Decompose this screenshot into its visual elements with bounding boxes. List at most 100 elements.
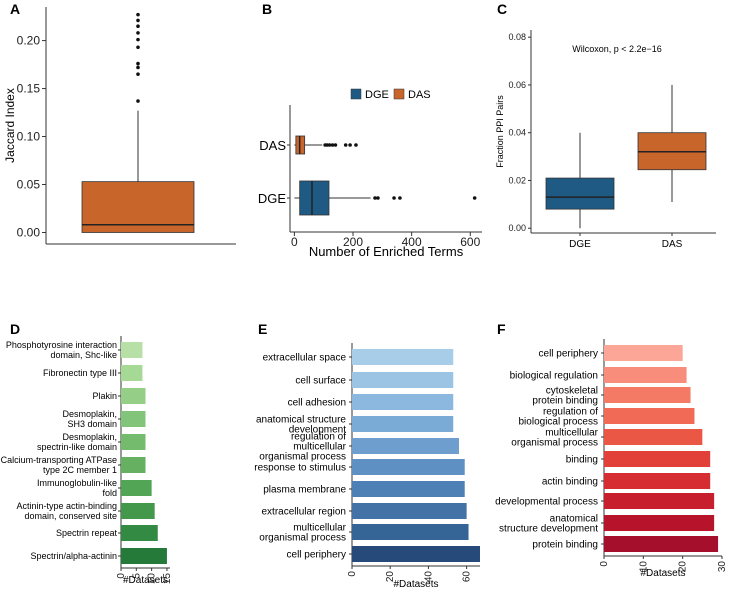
outlier-point <box>136 31 140 35</box>
x-tick-label: 60 <box>462 571 473 583</box>
y-category-label: biological regulation <box>510 371 598 382</box>
y-tick-label: 0.02 <box>508 175 526 185</box>
bar <box>352 459 465 475</box>
y-category-label: binding <box>566 455 598 466</box>
y-tick-label: 0.10 <box>17 130 41 144</box>
outlier-point <box>398 196 402 200</box>
x-tick-label: 0 <box>347 571 358 577</box>
bar <box>352 524 469 540</box>
y-category-label: regulation of biological process <box>519 407 599 428</box>
y-category-label-line: Fibronectin type III <box>43 368 117 378</box>
y-category-label: plasma membrane <box>263 485 346 496</box>
y-category-label-line: regulation of <box>543 407 598 418</box>
y-category-label: cytoskeletal protein binding <box>532 386 598 407</box>
panel-d-domain-bars: 0 5 10 15#Datasets Phosphotyrosine interacti… <box>1 336 173 586</box>
y-category-label: developmental process <box>495 497 598 508</box>
x-tick-label: 0 <box>599 561 610 567</box>
y-category-label: Spectrin repeat <box>56 528 118 538</box>
y-category-label: cell periphery <box>287 550 346 561</box>
outlier-point <box>136 37 140 42</box>
x-axis-title: Number of Enriched Terms <box>309 244 464 259</box>
outlier-point <box>136 65 140 70</box>
outlier-point <box>354 143 358 147</box>
legend-label: DAS <box>408 89 431 101</box>
y-category-label-line: regulation of <box>291 432 346 443</box>
bar <box>121 457 146 473</box>
y-category-label-line: actin binding <box>542 477 598 488</box>
y-category-label-line: extracellular region <box>262 507 347 518</box>
outlier-point <box>333 143 338 147</box>
bar <box>604 451 711 467</box>
y-category-label-line: Immunoglobulin-like <box>37 478 117 488</box>
y-category-label-line: spectrin-like domain <box>37 442 117 452</box>
bar <box>352 416 454 432</box>
x-tick-label: 40 <box>423 571 434 583</box>
x-category-label: DGE <box>569 239 591 250</box>
stat-annotation: Wilcoxon, p < 2.2e−16 <box>572 44 662 54</box>
y-tick-label: 0.06 <box>508 80 526 90</box>
y-category-label-line: extracellular space <box>263 353 347 364</box>
y-category-label: anatomical structure development <box>256 415 346 436</box>
y-category-label: extracellular space <box>263 353 347 364</box>
y-category-label-line: protein binding <box>532 540 598 551</box>
panel-label-d: D <box>10 321 20 337</box>
y-category-label-line: anatomical structure <box>256 415 346 426</box>
y-category-label-line: multicellular <box>293 523 346 534</box>
bar <box>352 372 454 388</box>
outlier-point <box>343 143 348 147</box>
bar <box>604 408 695 424</box>
y-category-label-line: organismal process <box>259 533 346 544</box>
x-category-label: DAS <box>662 239 683 250</box>
y-category-label: Phosphotyrosine interaction domain, Shc-l… <box>6 340 117 360</box>
y-category-label-line: anatomical <box>550 514 598 525</box>
bar <box>121 525 158 541</box>
y-category-label-line: Calcium-transporting ATPase <box>1 455 117 465</box>
y-category-label: cell surface <box>295 376 346 387</box>
y-category-label-line: Plakin <box>92 391 117 401</box>
y-category-label-line: developmental process <box>495 497 598 508</box>
y-category-label: Desmoplakin, spectrin-like domain <box>37 432 117 452</box>
y-category-label: regulation of multicellular organismal pro… <box>259 432 346 463</box>
outlier-point <box>136 61 140 66</box>
y-category-label: Fibronectin type III <box>43 368 117 378</box>
y-category-label-line: domain, Shc-like <box>50 350 117 360</box>
y-tick-label: 0.00 <box>508 223 526 233</box>
y-category-label-line: plasma membrane <box>263 485 346 496</box>
bar <box>121 388 146 404</box>
y-category-label: Plakin <box>92 391 117 401</box>
y-category-label-line: cell surface <box>295 376 346 387</box>
y-category-label-line: Spectrin/alpha-actinin <box>30 551 117 561</box>
bar <box>352 349 454 365</box>
y-category-label: Immunoglobulin-like fold <box>37 478 117 498</box>
y-category-label-line: Desmoplakin, <box>62 409 117 419</box>
y-category-label: cell periphery <box>539 349 598 360</box>
y-category-label-line: Spectrin repeat <box>56 528 118 538</box>
y-tick-label: 0.08 <box>508 32 526 42</box>
outlier-point <box>327 143 332 147</box>
panel-e-go-bars: 0 20 40 60 #Datasets extracellular space cell … <box>254 343 480 589</box>
y-category-label-line: type 2C member 1 <box>43 465 117 475</box>
outlier-point <box>472 196 477 200</box>
x-tick-label: 20 <box>385 571 396 583</box>
x-tick-label: 20 <box>678 561 689 573</box>
y-category-label-line: Actinin-type actin-binding <box>16 501 117 511</box>
bar <box>352 394 454 410</box>
y-category-label-line: cell periphery <box>539 349 598 360</box>
x-tick-label: 30 <box>717 561 728 573</box>
outlier-point <box>376 196 380 200</box>
y-category-label: response to stimulus <box>254 463 346 474</box>
outlier-point <box>330 143 335 147</box>
x-tick-label: 0 <box>116 573 127 579</box>
y-category-label: Spectrin/alpha-actinin <box>30 551 117 561</box>
x-axis-title: #Datasets <box>640 568 685 579</box>
panel-label-f: F <box>497 321 506 337</box>
y-category-label-line: multicellular <box>545 428 598 439</box>
outlier-point <box>373 196 377 200</box>
x-tick-label: 5 <box>131 573 142 579</box>
y-category-label: Calcium-transporting ATPase type 2C membe… <box>1 455 117 475</box>
bar <box>604 429 703 445</box>
y-tick-label: 0.04 <box>508 128 526 138</box>
x-axis-title: #Datasets <box>123 575 168 586</box>
y-category-label: multicellular organismal process <box>259 523 346 544</box>
y-category-label-line: domain, conserved site <box>24 511 117 521</box>
